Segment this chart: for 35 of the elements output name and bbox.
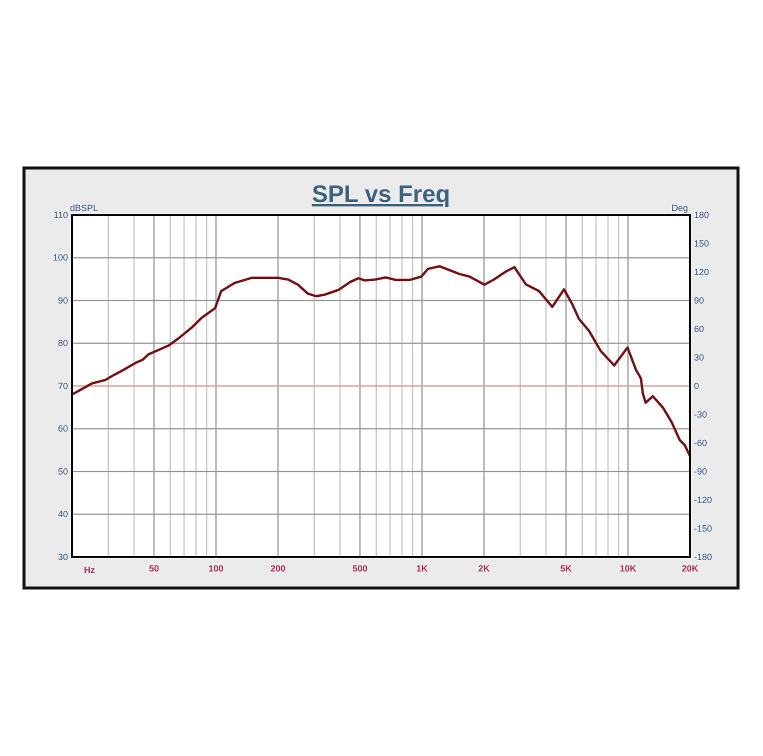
y2-axis-title: Deg [671, 203, 688, 213]
y-tick-label: 110 [54, 210, 68, 220]
y-axis-title: dBSPL [70, 203, 98, 213]
y2-tick-label: 90 [694, 295, 704, 306]
x-tick-label: 100 [208, 563, 224, 574]
y2-tick-label: -90 [694, 466, 708, 476]
y-tick-label: 100 [52, 252, 68, 263]
y2-tick-label: -30 [694, 409, 708, 420]
y2-tick-label: 180 [694, 210, 710, 220]
y-tick-label: 30 [58, 552, 68, 562]
x-tick-label: 500 [352, 563, 368, 574]
x-tick-label: 10K [620, 563, 637, 574]
y-tick-label: 60 [58, 424, 68, 434]
y2-tick-label: 60 [694, 324, 704, 334]
y2-tick-label: -120 [694, 494, 712, 505]
y-tick-label: 80 [58, 338, 68, 348]
y-tick-label: 50 [58, 466, 68, 476]
y2-tick-label: -150 [694, 523, 712, 534]
x-tick-label: 200 [270, 563, 286, 574]
x-tick-label: 5K [560, 563, 572, 574]
y-tick-label: 90 [58, 295, 68, 306]
x-axis-title: Hz [84, 565, 96, 575]
chart-title: SPL vs Freq [312, 181, 450, 208]
x-tick-label: 1K [416, 563, 428, 574]
y-tick-label: 40 [58, 509, 68, 520]
x-tick-label: 20K [682, 563, 699, 574]
y-tick-label: 70 [58, 380, 68, 391]
y2-tick-label: 120 [694, 266, 710, 277]
y2-tick-label: -60 [694, 438, 708, 448]
y2-tick-label: 150 [694, 238, 710, 248]
x-tick-label: 50 [148, 563, 159, 574]
y2-tick-label: 0 [694, 380, 700, 391]
x-tick-label: 2K [478, 563, 490, 574]
y2-tick-label: 30 [694, 352, 704, 362]
y2-tick-label: -180 [694, 552, 712, 562]
